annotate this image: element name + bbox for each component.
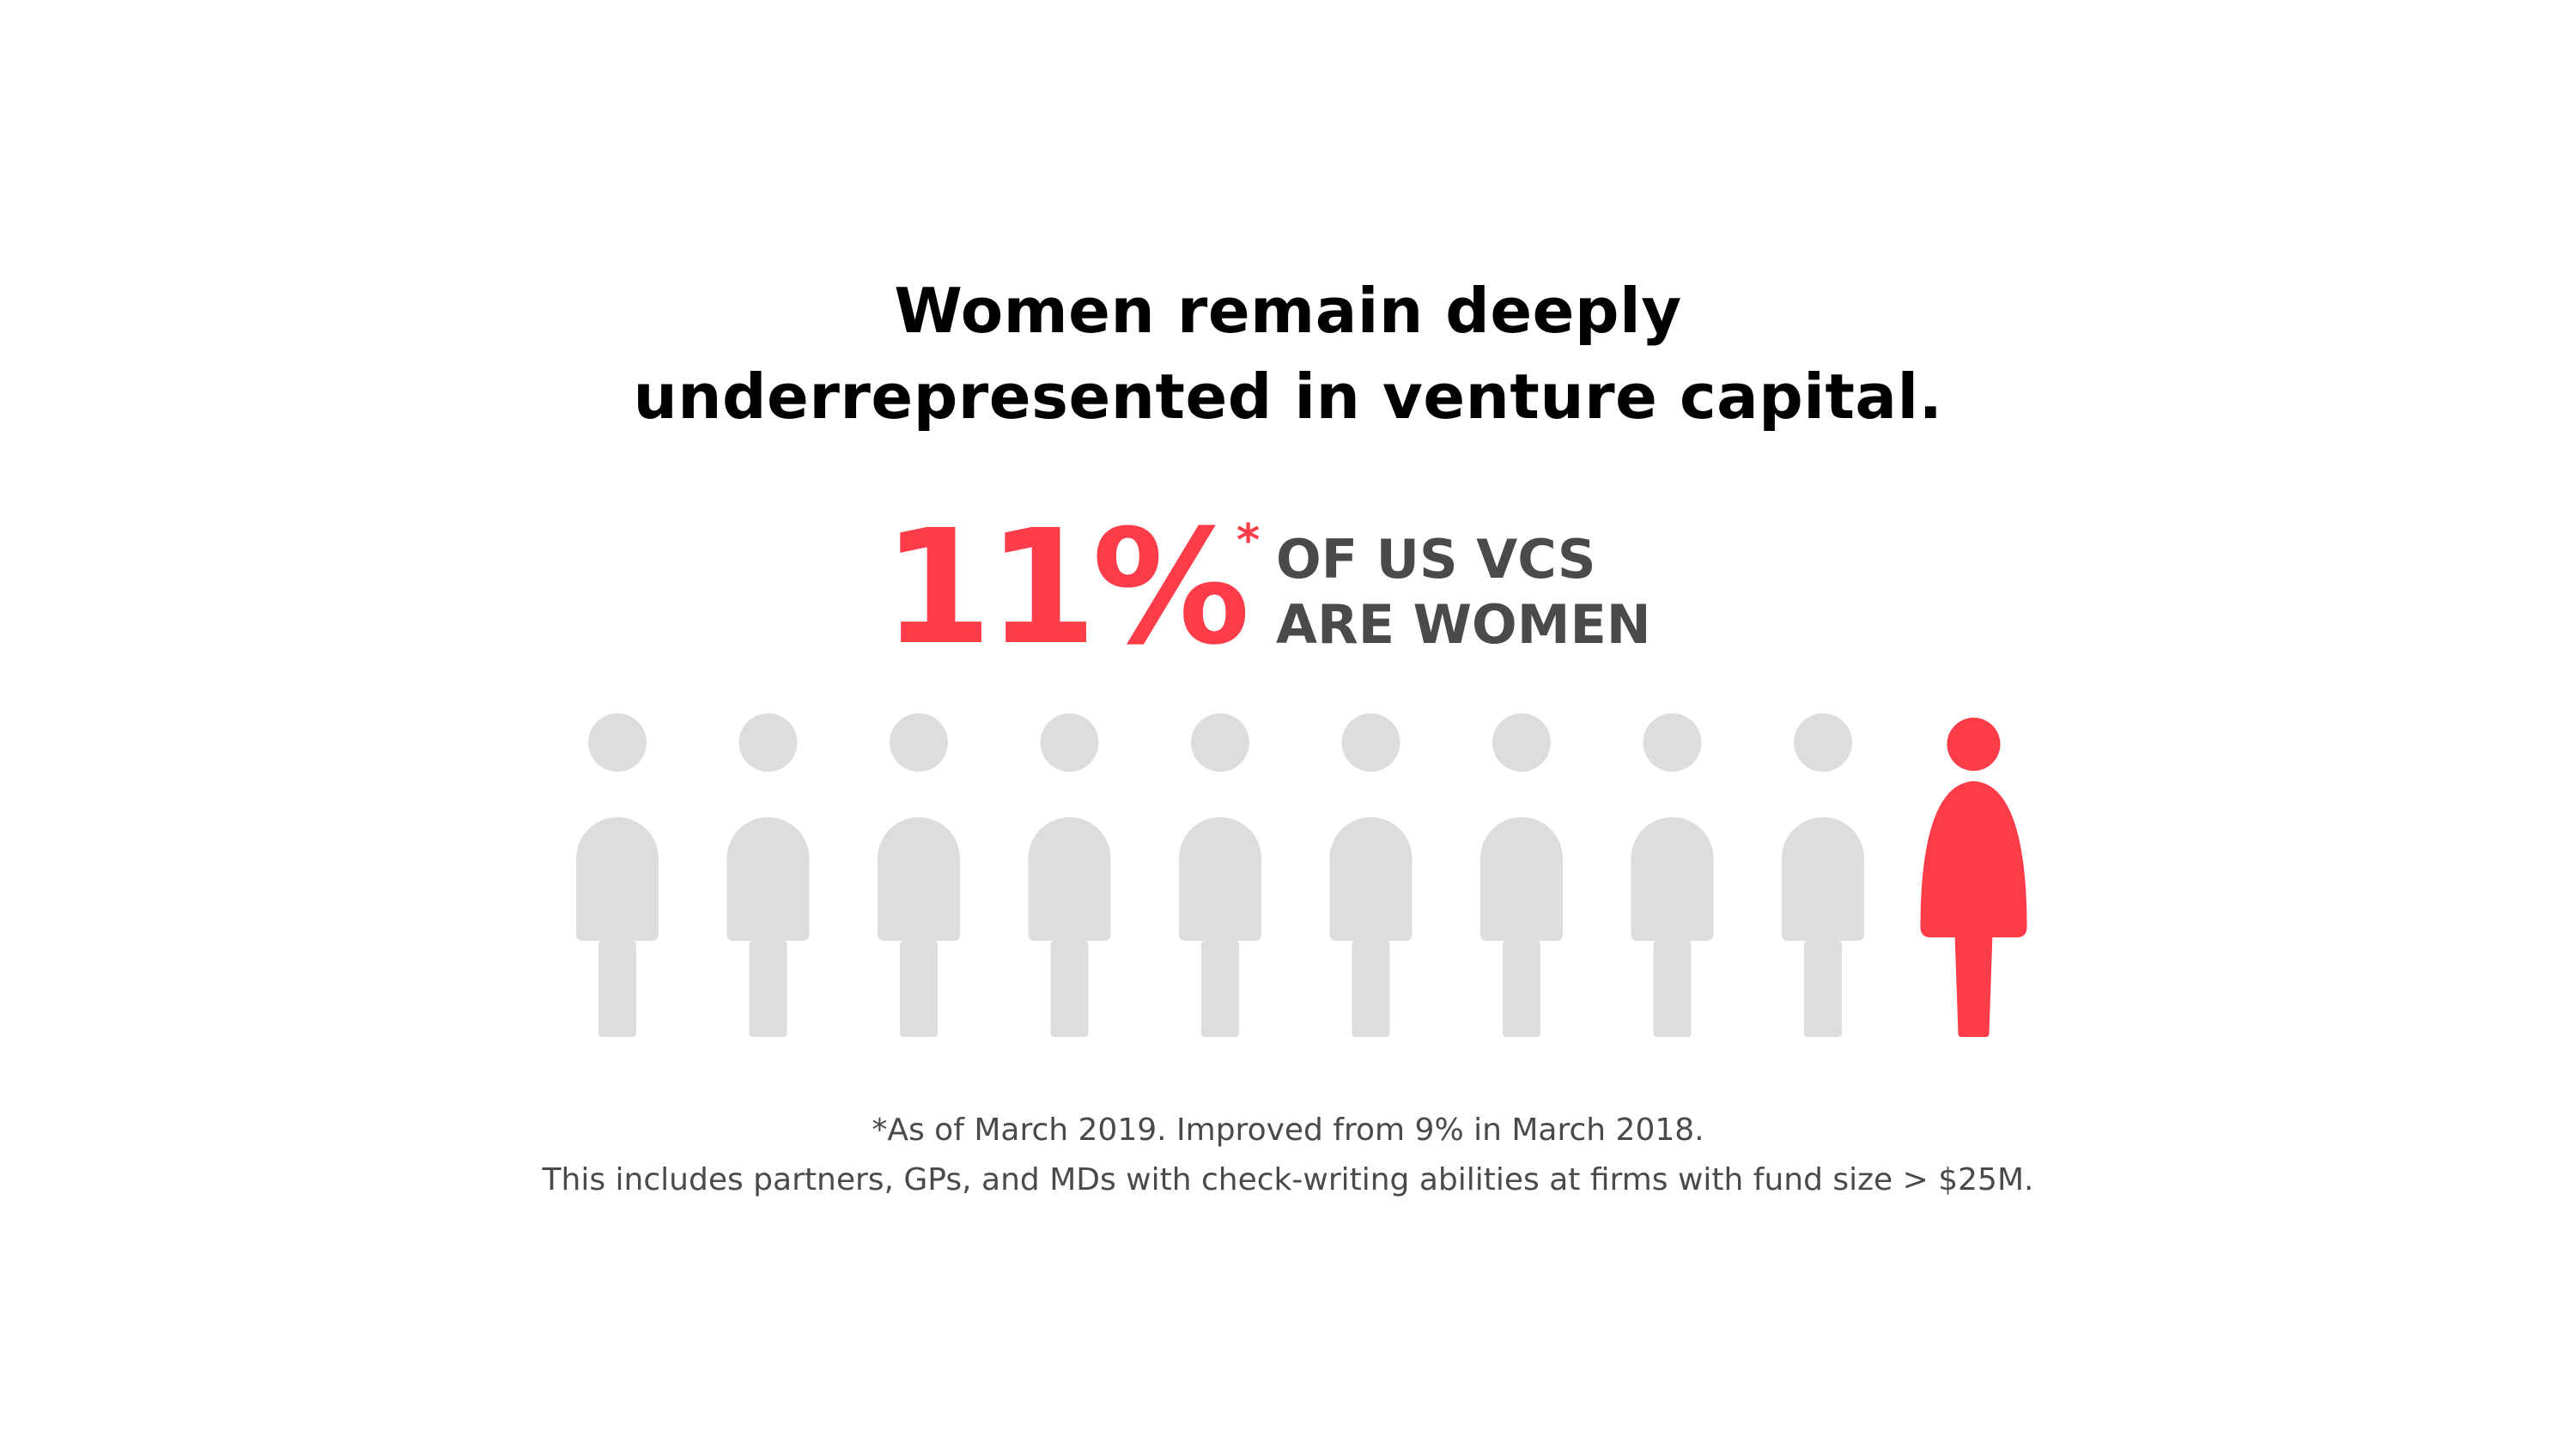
stat-asterisk: * <box>1236 515 1261 567</box>
person-icon <box>1028 713 1111 1037</box>
footnote: *As of March 2019. Improved from 9% in M… <box>0 1106 2576 1205</box>
stat-percentage: 11% <box>882 496 1250 680</box>
headline: Women remain deeply underrepresented in … <box>0 268 2576 440</box>
person-icon <box>1631 713 1714 1037</box>
footnote-line-2: This includes partners, GPs, and MDs wit… <box>542 1162 2034 1197</box>
footnote-line-1: *As of March 2019. Improved from 9% in M… <box>872 1113 1704 1148</box>
stat-caption: OF US VCS ARE WOMEN <box>1276 527 1651 658</box>
person-icon <box>1480 713 1563 1037</box>
person-icon <box>726 713 810 1037</box>
person-icon <box>878 713 960 1037</box>
woman-icon <box>1920 718 2027 1037</box>
people-pictogram <box>0 704 2576 1047</box>
person-icon <box>1329 713 1413 1037</box>
statistic-block: 11% * OF US VCS ARE WOMEN <box>0 506 2576 678</box>
person-icon <box>1179 713 1261 1037</box>
headline-line-1: Women remain deeply <box>894 275 1682 347</box>
person-icon <box>1782 713 1864 1037</box>
pictogram-svg <box>576 713 2027 1037</box>
headline-line-2: underrepresented in venture capital. <box>633 361 1943 433</box>
person-icon <box>576 713 659 1037</box>
stat-caption-line-1: OF US VCS <box>1276 528 1596 591</box>
stat-caption-line-2: ARE WOMEN <box>1276 593 1651 656</box>
